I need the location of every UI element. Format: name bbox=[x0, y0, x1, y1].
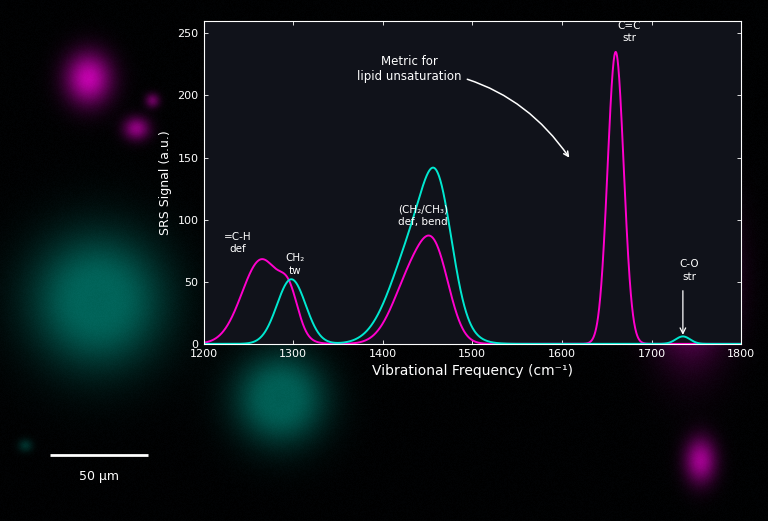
Text: =C-H
def: =C-H def bbox=[223, 232, 251, 254]
X-axis label: Vibrational Frequency (cm⁻¹): Vibrational Frequency (cm⁻¹) bbox=[372, 364, 573, 378]
Text: 50 μm: 50 μm bbox=[79, 470, 119, 483]
Text: (CH₂/CH₃)
def, bend: (CH₂/CH₃) def, bend bbox=[398, 205, 448, 227]
Text: C=C
str: C=C str bbox=[617, 21, 641, 43]
Text: CH₂
tw: CH₂ tw bbox=[285, 253, 305, 276]
Y-axis label: SRS Signal (a.u.): SRS Signal (a.u.) bbox=[159, 130, 172, 235]
Text: Metric for
lipid unsaturation: Metric for lipid unsaturation bbox=[357, 55, 568, 156]
Text: C-O
str: C-O str bbox=[680, 259, 699, 282]
